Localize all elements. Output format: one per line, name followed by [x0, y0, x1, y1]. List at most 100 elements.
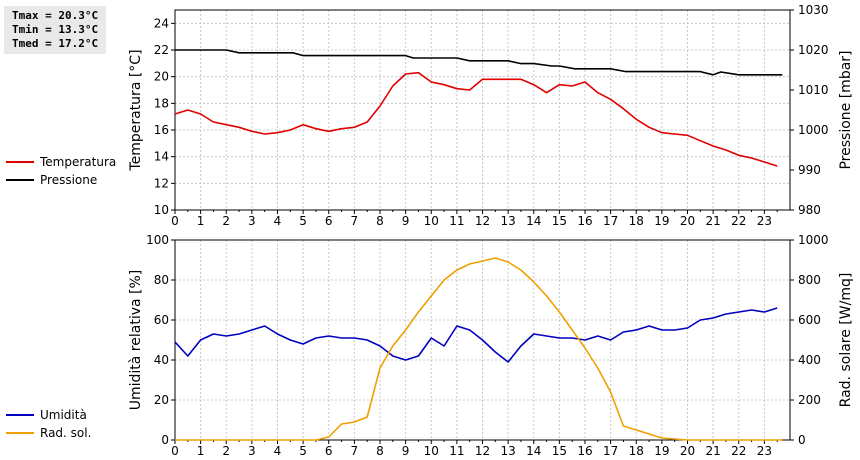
- series-line-temperatura: [174, 71, 778, 167]
- legend-item-rad-sol: Rad. sol.: [6, 424, 91, 442]
- x-tick-label: 17: [603, 444, 618, 458]
- x-tick-label: 7: [351, 214, 359, 228]
- x-tick-label: 11: [449, 214, 464, 228]
- legend-item-pressione: Pressione: [6, 171, 116, 189]
- y-tick-label: 12: [154, 176, 169, 190]
- y-tick-label: 10: [154, 203, 169, 217]
- y2-tick-label: 800: [798, 273, 821, 287]
- stat-tmax: Tmax = 20.3°C: [12, 9, 99, 22]
- x-tick-label: 15: [552, 444, 567, 458]
- y2-tick-label: 1000: [798, 123, 829, 137]
- y2-tick-label: 400: [798, 353, 821, 367]
- y-tick-label: 20: [154, 70, 169, 84]
- y-axis-label: Umidità relativa [%]: [128, 270, 144, 411]
- y-tick-label: 18: [154, 96, 169, 110]
- x-tick-label: 14: [526, 444, 541, 458]
- y-tick-label: 22: [154, 43, 169, 57]
- y2-axis-label: Rad. solare [W/mq]: [838, 273, 854, 408]
- x-tick-label: 8: [376, 214, 384, 228]
- y2-tick-label: 990: [798, 163, 821, 177]
- x-tick-label: 12: [475, 444, 490, 458]
- y2-axis-label: Pressione [mbar]: [838, 50, 854, 169]
- y-tick-label: 80: [154, 273, 169, 287]
- x-tick-label: 7: [351, 444, 359, 458]
- x-tick-label: 22: [731, 444, 746, 458]
- x-tick-label: 15: [552, 214, 567, 228]
- stat-tmed: Tmed = 17.2°C: [12, 37, 99, 50]
- x-tick-label: 20: [680, 214, 695, 228]
- y2-tick-label: 980: [798, 203, 821, 217]
- legend-swatch: [6, 179, 34, 181]
- x-tick-label: 18: [629, 214, 644, 228]
- x-tick-label: 9: [402, 214, 410, 228]
- y2-tick-label: 1010: [798, 83, 829, 97]
- legend-label: Pressione: [40, 173, 98, 187]
- x-tick-label: 21: [705, 444, 720, 458]
- y-axis-label: Temperatura [°C]: [128, 49, 144, 171]
- stats-box: Tmax = 20.3°C Tmin = 13.3°C Tmed = 17.2°…: [4, 6, 106, 54]
- x-tick-label: 3: [248, 214, 256, 228]
- y-tick-label: 24: [154, 16, 169, 30]
- x-tick-label: 0: [171, 214, 179, 228]
- x-tick-label: 1: [197, 214, 205, 228]
- x-tick-label: 16: [577, 214, 592, 228]
- x-tick-label: 2: [222, 444, 230, 458]
- stat-tmin: Tmin = 13.3°C: [12, 23, 99, 36]
- series-line-pressione: [175, 49, 783, 76]
- x-tick-label: 4: [274, 444, 282, 458]
- y2-tick-label: 0: [798, 433, 806, 447]
- x-tick-label: 2: [222, 214, 230, 228]
- x-tick-label: 17: [603, 214, 618, 228]
- x-tick-label: 23: [757, 444, 772, 458]
- x-tick-label: 1: [197, 444, 205, 458]
- x-tick-label: 22: [731, 214, 746, 228]
- y-tick-label: 0: [161, 433, 169, 447]
- y2-tick-label: 1030: [798, 3, 829, 17]
- series-line-rad-sol: [175, 257, 783, 441]
- legend-top: Temperatura Pressione: [6, 153, 116, 189]
- legend-bottom: Umidità Rad. sol.: [6, 406, 91, 442]
- legend-swatch: [6, 161, 34, 163]
- legend-label: Temperatura: [40, 155, 117, 169]
- x-tick-label: 5: [299, 214, 307, 228]
- x-tick-label: 5: [299, 444, 307, 458]
- x-tick-label: 10: [424, 214, 439, 228]
- x-tick-label: 20: [680, 444, 695, 458]
- plot-frame: [174, 9, 791, 211]
- legend-swatch: [6, 432, 34, 434]
- legend-item-umidita: Umidità: [6, 406, 91, 424]
- y2-tick-label: 200: [798, 393, 821, 407]
- plot-frame: [174, 239, 791, 441]
- x-tick-label: 9: [402, 444, 410, 458]
- x-tick-label: 23: [757, 214, 772, 228]
- y2-tick-label: 600: [798, 313, 821, 327]
- x-tick-label: 4: [274, 214, 282, 228]
- x-tick-label: 21: [705, 214, 720, 228]
- x-tick-label: 13: [500, 214, 515, 228]
- series-line-umidit: [174, 307, 778, 363]
- x-tick-label: 16: [577, 444, 592, 458]
- x-tick-label: 0: [171, 444, 179, 458]
- x-tick-label: 12: [475, 214, 490, 228]
- x-tick-label: 8: [376, 444, 384, 458]
- x-tick-label: 6: [325, 444, 333, 458]
- x-tick-label: 19: [654, 444, 669, 458]
- x-tick-label: 10: [424, 444, 439, 458]
- legend-item-temperatura: Temperatura: [6, 153, 116, 171]
- x-tick-label: 11: [449, 444, 464, 458]
- x-tick-label: 18: [629, 444, 644, 458]
- y2-tick-label: 1000: [798, 233, 829, 247]
- y-tick-label: 60: [154, 313, 169, 327]
- y-tick-label: 14: [154, 150, 169, 164]
- y2-tick-label: 1020: [798, 43, 829, 57]
- y-tick-label: 20: [154, 393, 169, 407]
- x-tick-label: 6: [325, 214, 333, 228]
- legend-label: Umidità: [40, 408, 87, 422]
- y-tick-label: 40: [154, 353, 169, 367]
- y-tick-label: 100: [146, 233, 169, 247]
- x-tick-label: 3: [248, 444, 256, 458]
- legend-swatch: [6, 414, 34, 416]
- x-tick-label: 13: [500, 444, 515, 458]
- x-tick-label: 19: [654, 214, 669, 228]
